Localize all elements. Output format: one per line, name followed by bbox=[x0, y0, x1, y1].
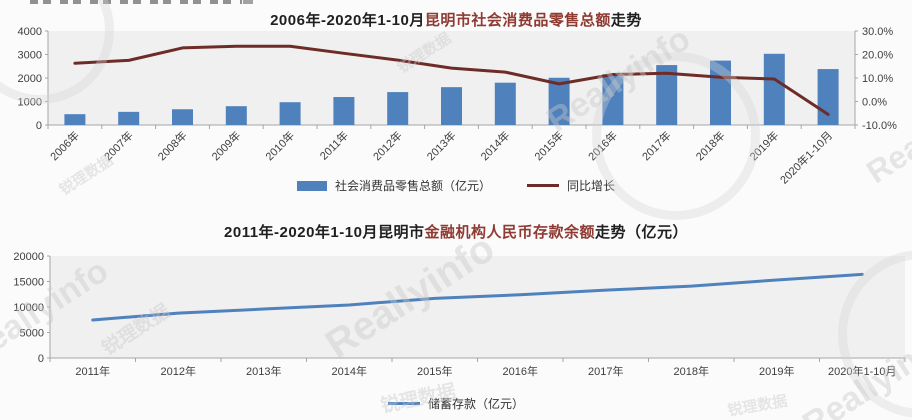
x-axis-label: 2006年 bbox=[47, 128, 82, 163]
bar-2014年 bbox=[494, 82, 516, 125]
plot-area bbox=[50, 256, 905, 358]
title-suffix: 走势 bbox=[610, 12, 642, 29]
x-axis-label: 2012年 bbox=[370, 128, 405, 163]
legend-item-retail-total: 社会消费品零售总额（亿元） bbox=[296, 177, 491, 194]
legend-item-yoy-growth: 同比增长 bbox=[527, 177, 615, 194]
right-axis-label: 30.0% bbox=[862, 26, 893, 38]
bar-2017年 bbox=[656, 65, 678, 125]
x-axis-label: 2012年 bbox=[161, 364, 196, 378]
x-axis-label: 2014年 bbox=[477, 128, 512, 163]
bar-swatch-icon bbox=[296, 180, 327, 191]
clipped-text-remnant bbox=[243, 0, 253, 4]
title-prefix: 2006年-2020年1-10月 bbox=[270, 12, 425, 29]
x-axis-label: 2017年 bbox=[639, 128, 674, 163]
line-swatch-icon bbox=[527, 184, 559, 187]
left-axis-label: 1000 bbox=[18, 97, 42, 109]
retail-chart-legend: 社会消费品零售总额（亿元） 同比增长 bbox=[0, 177, 912, 194]
deposit-line-chart: 0 5000 10000 15000 20000 2011年 2012年 2013年 2014年… bbox=[13, 251, 906, 378]
x-axis-label: 2011年 bbox=[317, 128, 351, 162]
right-axis-label: -10.0% bbox=[862, 120, 897, 132]
left-axis-label: 15000 bbox=[13, 277, 44, 289]
x-axis-label: 2020年1-10月 bbox=[828, 364, 897, 378]
line-swatch-icon bbox=[387, 402, 420, 405]
bar-2013年 bbox=[441, 87, 462, 125]
title-highlight: 昆明市社会消费品零售总额 bbox=[424, 12, 611, 29]
left-axis-label: 20000 bbox=[13, 251, 44, 263]
bar-2010年 bbox=[279, 102, 301, 125]
bar-2012年 bbox=[387, 92, 409, 125]
x-axis-label: 2016年 bbox=[503, 364, 538, 378]
left-axis-label: 4000 bbox=[18, 26, 42, 38]
x-axis-label: 2009年 bbox=[208, 128, 243, 163]
bar-2006年 bbox=[64, 114, 86, 125]
left-axis-label: 2000 bbox=[18, 73, 42, 85]
title-highlight: 金融机构人民币存款余额 bbox=[424, 224, 595, 241]
legend-label: 社会消费品零售总额（亿元） bbox=[334, 179, 491, 193]
retail-bar-line-chart: 0 1000 2000 3000 4000 -10.0% 0.0% 10.0% 20.0% 30.… bbox=[18, 26, 898, 187]
left-axis-label: 10000 bbox=[13, 302, 44, 314]
right-axis-label: 20.0% bbox=[862, 50, 893, 62]
x-axis-label: 2018年 bbox=[693, 128, 728, 163]
x-axis-label: 2007年 bbox=[101, 128, 136, 163]
x-axis-label: 2019年 bbox=[759, 364, 794, 378]
series-line-储蓄存款（亿元） bbox=[91, 272, 864, 322]
right-axis-label: 10.0% bbox=[862, 73, 893, 85]
left-axis-label: 0 bbox=[36, 120, 42, 132]
x-axis-label: 2016年 bbox=[585, 128, 620, 163]
clipped-text-remnant bbox=[30, 0, 242, 4]
series-line-同比增长 bbox=[73, 44, 830, 116]
legend-label: 同比增长 bbox=[567, 179, 616, 193]
x-axis-label: 2017年 bbox=[588, 364, 623, 378]
deposit-chart-legend: 储蓄存款（亿元） bbox=[0, 395, 912, 412]
deposit-chart-title: 2011年-2020年1-10月昆明市金融机构人民币存款余额走势（亿元） bbox=[0, 221, 912, 242]
bar-2009年 bbox=[225, 106, 247, 125]
bar-2015年 bbox=[548, 77, 570, 125]
title-prefix: 2011年-2020年1-10月昆明市 bbox=[224, 224, 425, 241]
bar-2016年 bbox=[602, 74, 624, 125]
bar-2011年 bbox=[333, 97, 355, 125]
x-axis-label: 2013年 bbox=[246, 364, 281, 378]
bar-2007年 bbox=[118, 111, 140, 125]
x-axis-label: 2011年 bbox=[75, 364, 110, 378]
x-axis-label: 2014年 bbox=[332, 364, 367, 378]
x-axis-label: 2015年 bbox=[531, 128, 566, 163]
x-axis-label: 2010年 bbox=[262, 128, 297, 163]
bar-2020年1-10月 bbox=[817, 69, 839, 125]
right-axis-label: 0.0% bbox=[862, 97, 887, 109]
x-axis-label: 2015年 bbox=[417, 364, 452, 378]
legend-item-savings-deposit: 储蓄存款（亿元） bbox=[387, 395, 524, 412]
legend-label: 储蓄存款（亿元） bbox=[427, 397, 524, 411]
x-axis-label: 2019年 bbox=[746, 128, 781, 163]
retail-chart-title: 2006年-2020年1-10月昆明市社会消费品零售总额走势 bbox=[0, 9, 912, 30]
title-suffix: 走势（亿元） bbox=[594, 224, 688, 241]
bar-2018年 bbox=[710, 60, 731, 125]
bar-2008年 bbox=[172, 109, 193, 125]
left-axis-label: 0 bbox=[38, 353, 44, 365]
x-axis-label: 2013年 bbox=[424, 128, 459, 163]
left-axis-label: 3000 bbox=[18, 50, 42, 62]
left-axis-label: 5000 bbox=[20, 328, 44, 340]
bar-2019年 bbox=[763, 53, 785, 125]
x-axis-label: 2008年 bbox=[155, 128, 190, 163]
x-axis-label: 2018年 bbox=[674, 364, 709, 378]
